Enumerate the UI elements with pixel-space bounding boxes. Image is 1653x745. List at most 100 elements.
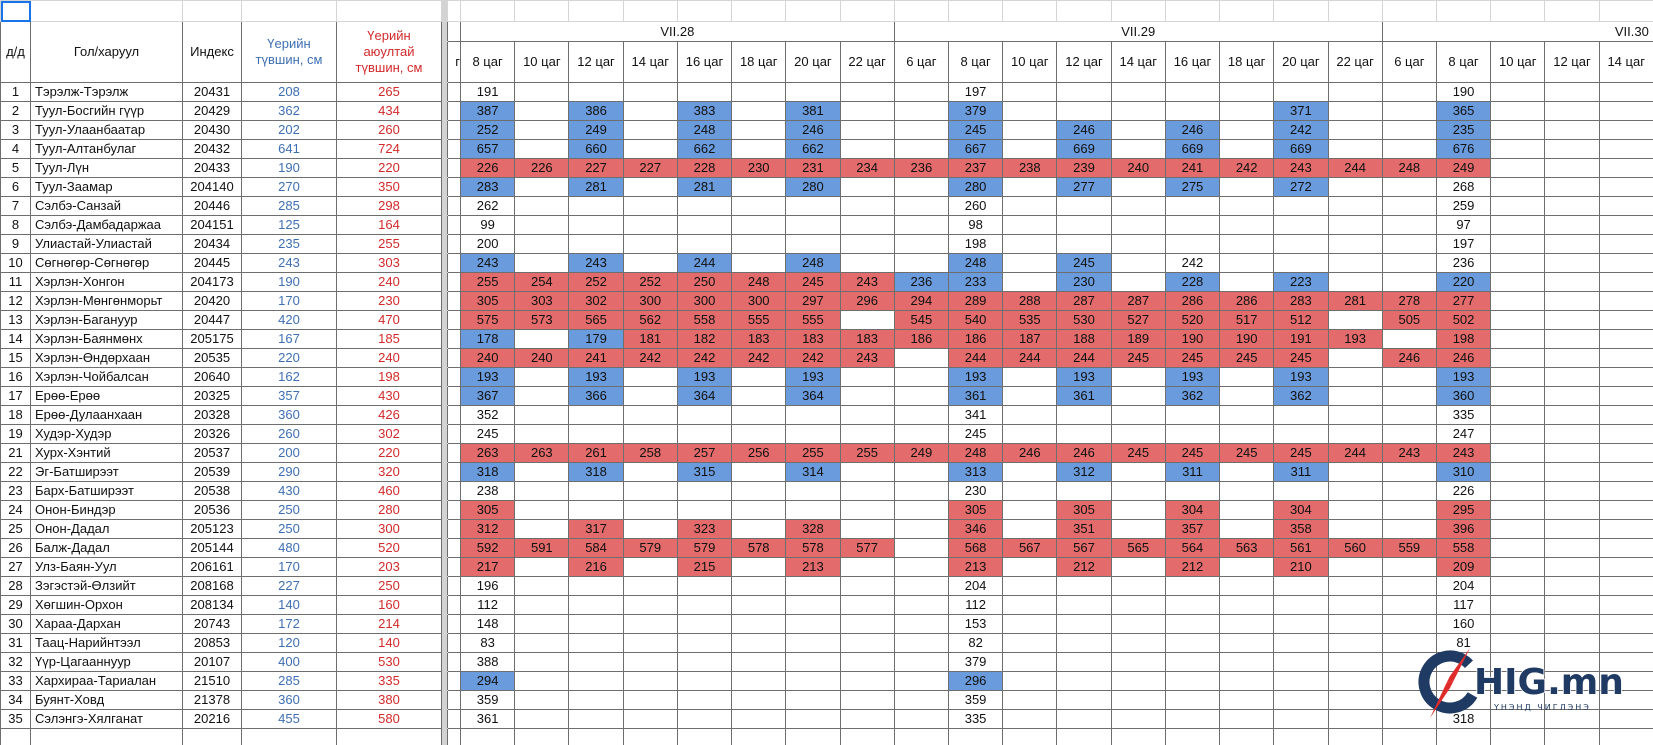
cell <box>1544 462 1600 482</box>
station-name: Хурх-Хэнтий <box>30 443 183 463</box>
level-cell: 242 <box>731 348 787 368</box>
cell <box>1273 595 1329 615</box>
level-cell: 263 <box>514 443 570 463</box>
cell <box>1056 633 1112 653</box>
level-cell: 287 <box>1110 291 1166 311</box>
cell <box>1164 0 1221 22</box>
level-cell: 296 <box>947 671 1004 691</box>
cell <box>447 234 461 254</box>
cell <box>1598 367 1653 387</box>
level-cell: 568 <box>947 538 1004 558</box>
level-cell: 236 <box>1435 253 1492 273</box>
level-cell: 212 <box>1164 557 1221 577</box>
cell <box>893 690 949 710</box>
cell <box>839 652 895 672</box>
cell <box>676 196 733 216</box>
cell <box>1002 177 1058 197</box>
row-number: 26 <box>0 538 31 558</box>
flood-level: 400 <box>241 652 337 672</box>
cell <box>731 709 787 729</box>
blank-row <box>0 0 1653 22</box>
date-header: VII.29 <box>893 21 1383 42</box>
cell <box>1381 500 1437 520</box>
cell <box>1327 0 1383 22</box>
level-cell: 300 <box>622 291 678 311</box>
cell <box>1219 614 1275 634</box>
cell <box>731 405 787 425</box>
cell <box>447 595 461 615</box>
level-cell: 305 <box>459 500 516 520</box>
cell <box>1544 139 1600 159</box>
cell <box>785 652 841 672</box>
level-cell: 191 <box>1273 329 1329 349</box>
level-cell: 231 <box>785 158 841 178</box>
level-cell: 294 <box>893 291 949 311</box>
station-index: 205175 <box>182 329 242 349</box>
cell <box>1110 614 1166 634</box>
station-name: Хэрлэн-Мөнгөнморьт <box>30 291 183 311</box>
hour-header: 18 цаг <box>731 41 787 83</box>
level-cell: 148 <box>459 614 516 634</box>
cell <box>1110 633 1166 653</box>
cell <box>893 519 949 539</box>
cell <box>1164 690 1221 710</box>
cell <box>1381 0 1437 22</box>
level-cell: 559 <box>1381 538 1437 558</box>
station-name: Туул-Лүн <box>30 158 183 178</box>
station-index: 20537 <box>182 443 242 463</box>
station-name: Хөгшин-Орхон <box>30 595 183 615</box>
level-cell: 367 <box>459 386 516 406</box>
flood-level: 270 <box>241 177 337 197</box>
cell <box>839 310 895 330</box>
danger-level: 302 <box>336 424 442 444</box>
station-name: Хэрлэн-Өндөрхаан <box>30 348 183 368</box>
cell <box>839 101 895 121</box>
column-header-text: Индекс <box>190 44 234 59</box>
cell <box>1327 671 1383 691</box>
danger-level: 220 <box>336 443 442 463</box>
cell <box>1056 709 1112 729</box>
cell <box>785 500 841 520</box>
level-cell: 379 <box>947 101 1004 121</box>
level-cell: 233 <box>947 272 1004 292</box>
level-cell: 200 <box>459 234 516 254</box>
level-cell: 281 <box>1327 291 1383 311</box>
level-cell: 193 <box>1056 367 1112 387</box>
level-cell: 244 <box>1002 348 1058 368</box>
cell <box>1381 367 1437 387</box>
cell <box>1544 310 1600 330</box>
level-cell: 243 <box>1273 158 1329 178</box>
level-cell: 246 <box>1164 120 1221 140</box>
level-cell: 196 <box>459 576 516 596</box>
cell <box>839 728 895 745</box>
station-index: 20433 <box>182 158 242 178</box>
station-row: 8 Сэлбэ-Дамбадаржаа 204151 125 164 99 98 97 <box>0 215 1653 235</box>
level-cell: 241 <box>568 348 624 368</box>
danger-level: 470 <box>336 310 442 330</box>
station-name: Туул-Алтанбулаг <box>30 139 183 159</box>
cell <box>447 291 461 311</box>
cell <box>1110 728 1166 745</box>
cell <box>1544 595 1600 615</box>
cell <box>1544 405 1600 425</box>
cell <box>1381 82 1437 102</box>
cell <box>785 671 841 691</box>
cell <box>731 139 787 159</box>
cell <box>568 671 624 691</box>
cell <box>1327 272 1383 292</box>
level-cell: 362 <box>1164 386 1221 406</box>
cell <box>622 462 678 482</box>
cell <box>447 424 461 444</box>
column-header-text: Гол/харуул <box>73 44 140 59</box>
station-name: Хэрлэн-Баянмөнх <box>30 329 183 349</box>
cell <box>731 690 787 710</box>
cell <box>1110 253 1166 273</box>
cell <box>1381 576 1437 596</box>
cell <box>447 82 461 102</box>
level-cell: 540 <box>947 310 1004 330</box>
flood-level: 190 <box>241 158 337 178</box>
hour-header: 10 цаг <box>1002 41 1058 83</box>
cell <box>1598 329 1653 349</box>
cell <box>1056 405 1112 425</box>
cell <box>1598 424 1653 444</box>
